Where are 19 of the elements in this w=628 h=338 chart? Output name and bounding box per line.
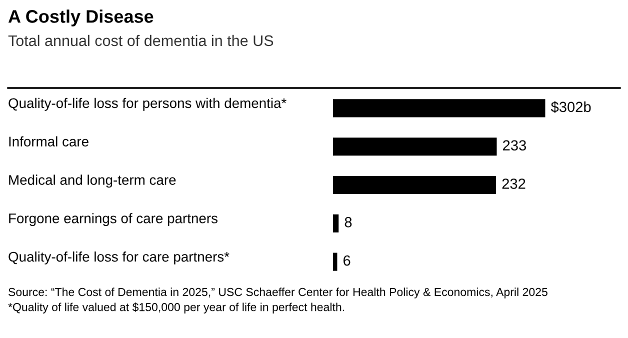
- text: *Quality of life valued at $150,000 per year of life in perfect health.: [8, 302, 344, 314]
- source-note: Source: “The Cost of Dementia in 2025,” USC Schaeffer Center for Health Policy & Economics, April 2025: [8, 288, 548, 298]
- y-tick-label: Quality-of-life loss for persons with dementia*: [8, 98, 286, 111]
- y-tick-label: Informal care: [9, 136, 88, 146]
- bar: [333, 214, 339, 232]
- text: A Costly Disease: [8, 10, 154, 26]
- data-label: $302b: [550, 101, 591, 113]
- y-tick-label: Medical and long-term care: [9, 174, 176, 188]
- y-tick-label: Quality-of-life loss for care partners*: [8, 251, 230, 264]
- bar: [333, 138, 497, 156]
- bar: [333, 99, 546, 118]
- y-tick-label: Forgone earnings of care partners: [9, 213, 218, 226]
- bar: [333, 252, 338, 271]
- data-label: 233: [503, 140, 526, 151]
- text: Total annual cost of dementia in the US: [8, 34, 274, 46]
- data-label: 6: [344, 255, 350, 266]
- data-label: 8: [344, 216, 352, 228]
- bar: [333, 176, 496, 194]
- data-label: 232: [502, 178, 526, 189]
